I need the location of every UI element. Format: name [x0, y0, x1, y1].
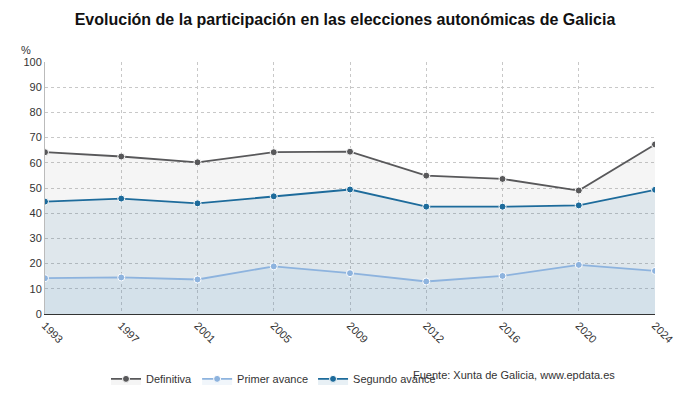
- svg-text:30: 30: [30, 232, 42, 244]
- svg-text:80: 80: [30, 106, 42, 118]
- svg-text:10: 10: [30, 283, 42, 295]
- svg-text:Fuente: Xunta de Galicia, www.: Fuente: Xunta de Galicia, www.epdata.es: [413, 369, 615, 381]
- svg-text:70: 70: [30, 131, 42, 143]
- svg-text:%: %: [21, 44, 31, 56]
- svg-text:1997: 1997: [116, 320, 142, 346]
- svg-text:Primer avance: Primer avance: [237, 373, 308, 385]
- svg-text:2009: 2009: [345, 320, 371, 346]
- svg-text:2012: 2012: [421, 320, 447, 346]
- svg-text:60: 60: [30, 157, 42, 169]
- svg-text:90: 90: [30, 81, 42, 93]
- svg-text:2020: 2020: [573, 320, 599, 346]
- svg-text:20: 20: [30, 257, 42, 269]
- svg-text:Segundo avance: Segundo avance: [353, 373, 436, 385]
- svg-text:2001: 2001: [192, 320, 218, 346]
- svg-text:2016: 2016: [497, 320, 523, 346]
- svg-text:50: 50: [30, 182, 42, 194]
- svg-text:1993: 1993: [40, 320, 66, 346]
- svg-text:40: 40: [30, 207, 42, 219]
- svg-text:100: 100: [23, 56, 41, 68]
- svg-text:Evolución de la participación: Evolución de la participación en las ele…: [75, 11, 616, 28]
- svg-text:2024: 2024: [650, 320, 676, 346]
- svg-text:0: 0: [36, 308, 42, 320]
- svg-text:2005: 2005: [268, 320, 294, 346]
- svg-text:Definitiva: Definitiva: [146, 373, 192, 385]
